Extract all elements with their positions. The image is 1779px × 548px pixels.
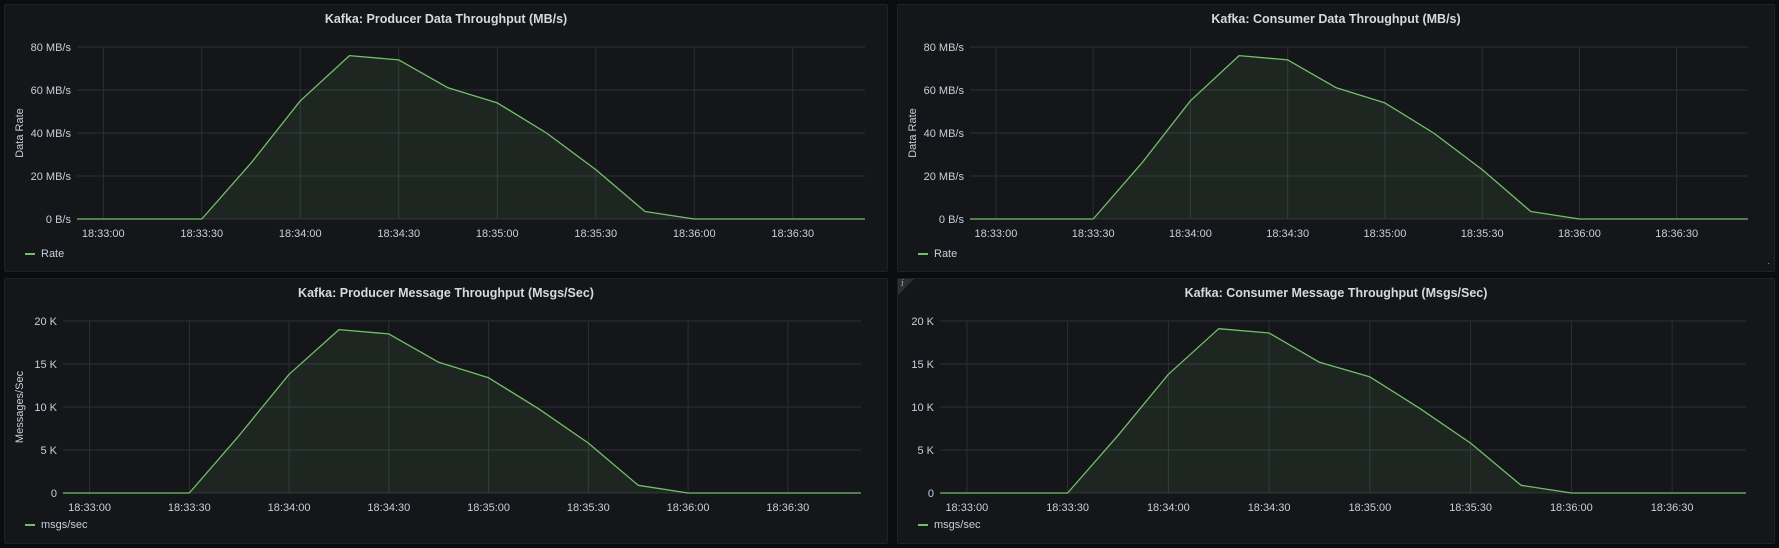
series-area-rate xyxy=(77,56,865,219)
x-tick-label: 18:34:30 xyxy=(367,502,410,514)
y-tick-label: 10 K xyxy=(34,402,57,414)
consumer-message-throughput-chart[interactable]: 0 5 K 10 K 15 K 20 K 18:33:00 18:33:30 18:34:00… xyxy=(898,279,1776,545)
x-tick-label: 18:33:00 xyxy=(68,502,111,514)
x-tick-label: 18:34:00 xyxy=(268,502,311,514)
x-tick-label: 18:36:30 xyxy=(1655,228,1698,240)
x-tick-label: 18:33:30 xyxy=(180,228,223,240)
legend-swatch-icon xyxy=(918,524,928,526)
y-tick-label: 20 MB/s xyxy=(31,171,72,183)
y-tick-label: 5 K xyxy=(917,445,934,457)
y-tick-label: 60 MB/s xyxy=(31,85,72,97)
y-tick-label: 20 K xyxy=(34,316,57,328)
x-tick-label: 18:35:00 xyxy=(476,228,519,240)
y-tick-label: 40 MB/s xyxy=(31,128,72,140)
legend[interactable]: msgs/sec xyxy=(918,519,980,531)
y-tick-label: 0 B/s xyxy=(46,214,72,226)
y-tick-label: 20 K xyxy=(911,316,934,328)
x-tick-label: 18:34:30 xyxy=(377,228,420,240)
panel-consumer-data-throughput[interactable]: Kafka: Consumer Data Throughput (MB/s) 0… xyxy=(897,4,1775,272)
legend-swatch-icon xyxy=(918,253,928,255)
y-tick-label: 20 MB/s xyxy=(924,171,965,183)
legend-swatch-icon xyxy=(25,524,35,526)
series-area-msgs-sec xyxy=(63,330,861,493)
y-axis-label: Messages/Sec xyxy=(14,370,26,443)
panel-consumer-message-throughput[interactable]: i Kafka: Consumer Message Throughput (Ms… xyxy=(897,278,1775,544)
x-tick-label: 18:33:00 xyxy=(945,502,988,514)
producer-message-throughput-chart[interactable]: 0 5 K 10 K 15 K 20 K 18:33:00 18:33:30 18:34:00… xyxy=(5,279,889,545)
x-tick-label: 18:35:00 xyxy=(467,502,510,514)
x-tick-label: 18:34:00 xyxy=(1147,502,1190,514)
x-tick-label: 18:36:00 xyxy=(1558,228,1601,240)
panel-producer-message-throughput[interactable]: Kafka: Producer Message Throughput (Msgs… xyxy=(4,278,888,544)
y-axis-label: Data Rate xyxy=(907,108,919,158)
x-tick-label: 18:35:00 xyxy=(1364,228,1407,240)
legend[interactable]: Rate xyxy=(918,248,957,260)
x-tick-label: 18:34:30 xyxy=(1266,228,1309,240)
x-tick-label: 18:34:30 xyxy=(1248,502,1291,514)
x-tick-label: 18:35:00 xyxy=(1348,502,1391,514)
y-axis-label: Data Rate xyxy=(14,108,26,158)
resize-handle-icon[interactable]: . xyxy=(1767,257,1770,267)
legend-swatch-icon xyxy=(25,253,35,255)
x-tick-label: 18:35:30 xyxy=(1461,228,1504,240)
x-tick-label: 18:35:30 xyxy=(1449,502,1492,514)
y-tick-label: 5 K xyxy=(40,445,57,457)
panel-producer-data-throughput[interactable]: Kafka: Producer Data Throughput (MB/s) 0… xyxy=(4,4,888,272)
x-tick-label: 18:34:00 xyxy=(1169,228,1212,240)
x-tick-label: 18:36:00 xyxy=(667,502,710,514)
y-tick-label: 15 K xyxy=(911,359,934,371)
x-tick-label: 18:36:30 xyxy=(766,502,809,514)
legend-label[interactable]: Rate xyxy=(41,248,64,260)
legend-label[interactable]: msgs/sec xyxy=(934,519,980,531)
y-tick-label: 15 K xyxy=(34,359,57,371)
producer-data-throughput-chart[interactable]: 0 B/s 20 MB/s 40 MB/s 60 MB/s 80 MB/s 18:33:0… xyxy=(5,5,889,273)
series-area-rate xyxy=(970,56,1748,219)
legend-label[interactable]: msgs/sec xyxy=(41,519,87,531)
y-tick-label: 40 MB/s xyxy=(924,128,965,140)
y-tick-label: 0 xyxy=(51,488,57,500)
y-tick-label: 80 MB/s xyxy=(31,42,72,54)
x-tick-label: 18:36:00 xyxy=(1550,502,1593,514)
legend[interactable]: Rate xyxy=(25,248,64,260)
x-tick-label: 18:33:30 xyxy=(1072,228,1115,240)
y-tick-label: 60 MB/s xyxy=(924,85,965,97)
legend[interactable]: msgs/sec xyxy=(25,519,87,531)
consumer-data-throughput-chart[interactable]: 0 B/s 20 MB/s 40 MB/s 60 MB/s 80 MB/s 18:33:0… xyxy=(898,5,1776,273)
x-tick-label: 18:35:30 xyxy=(567,502,610,514)
x-tick-label: 18:33:00 xyxy=(82,228,125,240)
series-area-msgs-sec xyxy=(940,329,1746,493)
x-tick-label: 18:36:30 xyxy=(771,228,814,240)
x-tick-label: 18:36:00 xyxy=(673,228,716,240)
y-tick-label: 0 xyxy=(928,488,934,500)
x-tick-label: 18:33:00 xyxy=(975,228,1018,240)
legend-label[interactable]: Rate xyxy=(934,248,957,260)
x-tick-label: 18:34:00 xyxy=(279,228,322,240)
y-tick-label: 80 MB/s xyxy=(924,42,965,54)
y-tick-label: 0 B/s xyxy=(939,214,965,226)
y-tick-label: 10 K xyxy=(911,402,934,414)
x-tick-label: 18:33:30 xyxy=(1046,502,1089,514)
x-tick-label: 18:33:30 xyxy=(168,502,211,514)
x-tick-label: 18:36:30 xyxy=(1651,502,1694,514)
x-tick-label: 18:35:30 xyxy=(574,228,617,240)
